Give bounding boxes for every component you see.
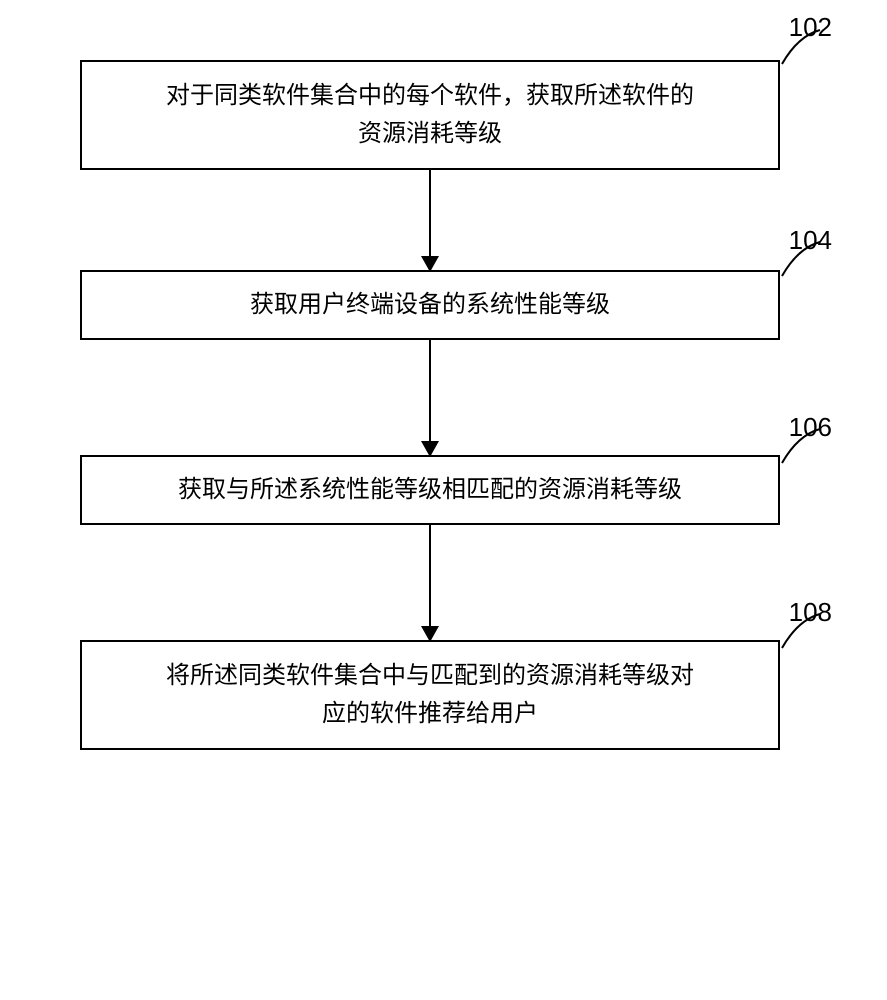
step-box-108: 将所述同类软件集合中与匹配到的资源消耗等级对 应的软件推荐给用户 [80, 640, 780, 750]
arrow-2 [429, 340, 431, 455]
arrow-3 [429, 525, 431, 640]
flowchart-container: 102 对于同类软件集合中的每个软件，获取所述软件的 资源消耗等级 104 获取… [80, 60, 820, 750]
leader-108 [778, 612, 828, 652]
step-box-104: 获取用户终端设备的系统性能等级 [80, 270, 780, 340]
step-text-106: 获取与所述系统性能等级相匹配的资源消耗等级 [158, 471, 702, 509]
leader-104 [778, 240, 828, 280]
step-text-108: 将所述同类软件集合中与匹配到的资源消耗等级对 应的软件推荐给用户 [146, 657, 714, 734]
step-text-104: 获取用户终端设备的系统性能等级 [230, 286, 630, 324]
leader-106 [778, 427, 828, 467]
leader-102 [778, 28, 828, 68]
step-text-102: 对于同类软件集合中的每个软件，获取所述软件的 资源消耗等级 [146, 77, 714, 154]
arrow-1 [429, 170, 431, 270]
step-box-102: 对于同类软件集合中的每个软件，获取所述软件的 资源消耗等级 [80, 60, 780, 170]
arrow-container-1 [80, 170, 780, 270]
arrow-container-2 [80, 340, 780, 455]
arrow-container-3 [80, 525, 780, 640]
step-box-106: 获取与所述系统性能等级相匹配的资源消耗等级 [80, 455, 780, 525]
